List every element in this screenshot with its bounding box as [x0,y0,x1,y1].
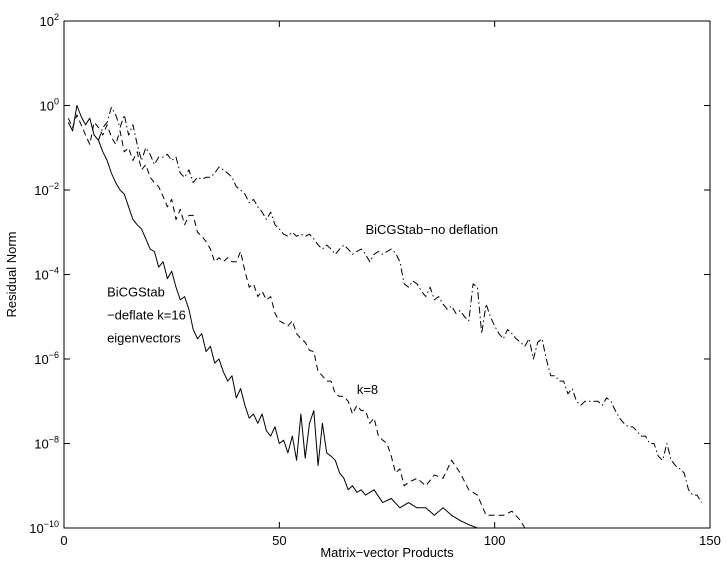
y-axis-label: Residual Norm [4,232,19,318]
y-tick-base: 10 [29,521,43,536]
x-tick-label: 100 [484,533,506,548]
y-tick-exponent: −10 [44,519,59,529]
annotation-no-deflation: BiCGStab−no deflation [365,222,498,237]
series-line-k16 [67,105,478,529]
y-tick-label: 102 [40,12,59,29]
series-line-k8 [67,114,526,529]
y-tick-base: 10 [34,437,48,452]
plot-frame [63,20,711,529]
y-tick-label: 10−6 [34,350,59,367]
x-tick-label: 150 [699,533,721,548]
y-tick-base: 10 [34,268,48,283]
y-tick-exponent: −8 [49,435,59,445]
annotation-k16: BiCGStab [107,285,165,300]
y-tick-exponent: 2 [54,12,59,22]
y-tick-exponent: −4 [49,266,59,276]
y-tick-exponent: 0 [54,97,59,107]
y-tick-label: 10−4 [34,266,59,283]
annotations: BiCGStab−no deflation k=8 BiCGStab −deflate… [107,222,498,397]
x-axis-label: Matrix−vector Products [320,545,454,560]
y-tick-exponent: −2 [49,181,59,191]
y-tick-base: 10 [40,14,54,29]
series-layer [67,105,702,529]
x-tick-label: 0 [60,533,67,548]
y-tick-label: 10−2 [34,181,59,198]
y-tick-exponent: −6 [49,350,59,360]
annotation-k16: eigenvectors [107,331,181,346]
y-tick-label: 10−10 [29,519,59,536]
y-tick-label: 10−8 [34,435,59,452]
annotation-k16: −deflate k=16 [107,308,186,323]
annotation-k8: k=8 [357,382,378,397]
y-tick-base: 10 [34,183,48,198]
y-tick-base: 10 [34,352,48,367]
y-tick-base: 10 [40,99,54,114]
x-tick-label: 50 [272,533,286,548]
y-tick-label: 100 [40,97,59,114]
series-line-no-deflation [98,106,702,503]
